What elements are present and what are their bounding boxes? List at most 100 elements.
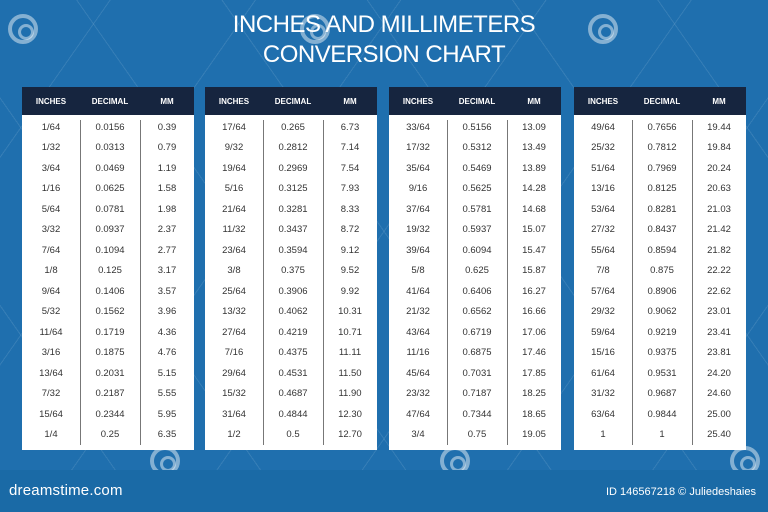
decimal-cell: 0.4375 <box>278 347 308 359</box>
mm-cell: 3.17 <box>157 265 177 277</box>
table-row: 3/64 0.0469 1.19 <box>22 158 194 179</box>
mm-cell: 15.87 <box>522 265 546 277</box>
table-body: 1/64 0.0156 0.39 1/32 0.0313 0.79 3/64 0.0469 1.… <box>22 117 194 445</box>
inches-cell: 3/32 <box>41 224 61 236</box>
page-title: INCHES AND MILLIMETERS CONVERSION CHART <box>0 10 768 70</box>
title-line-1: INCHES AND MILLIMETERS <box>232 11 536 38</box>
mm-cell: 11.50 <box>338 367 362 379</box>
mm-cell: 20.24 <box>707 162 731 174</box>
decimal-cell: 0.1719 <box>95 326 125 338</box>
mm-cell: 21.82 <box>707 244 731 256</box>
inches-cell: 17/32 <box>406 142 430 154</box>
mm-cell: 21.03 <box>707 203 731 215</box>
table-row: 27/64 0.4219 10.71 <box>205 322 377 343</box>
table-row: 7/64 0.1094 2.77 <box>22 240 194 261</box>
table-row: 1/64 0.0156 0.39 <box>22 117 194 138</box>
decimal-cell: 0.7969 <box>647 162 677 174</box>
table-row: 33/64 0.5156 13.09 <box>389 117 561 138</box>
table-row: 45/64 0.7031 17.85 <box>389 363 561 384</box>
table-row: 25/64 0.3906 9.92 <box>205 281 377 302</box>
inches-cell: 27/32 <box>591 224 615 236</box>
image-credit: ID 146567218 © Juliedeshaies <box>606 486 756 498</box>
mm-cell: 0.79 <box>157 142 177 154</box>
mm-cell: 19.05 <box>522 429 546 441</box>
mm-cell: 24.60 <box>707 388 731 400</box>
inches-cell: 1/64 <box>41 121 61 133</box>
inches-cell: 5/64 <box>41 203 61 215</box>
mm-cell: 17.06 <box>522 326 546 338</box>
decimal-cell: 0.6562 <box>462 306 492 318</box>
inches-cell: 51/64 <box>591 162 615 174</box>
decimal-cell: 0.2812 <box>278 142 308 154</box>
inches-cell: 5/16 <box>224 183 244 195</box>
inches-cell: 1 <box>600 429 606 441</box>
column-header: DECIMAL <box>274 96 312 106</box>
inches-cell: 55/64 <box>591 244 615 256</box>
table-row: 17/32 0.5312 13.49 <box>389 138 561 159</box>
mm-cell: 13.49 <box>522 142 546 154</box>
mm-cell: 19.44 <box>707 121 731 133</box>
decimal-cell: 0.375 <box>281 265 305 277</box>
table-row: 23/64 0.3594 9.12 <box>205 240 377 261</box>
decimal-cell: 0.9062 <box>647 306 677 318</box>
inches-cell: 29/64 <box>222 367 246 379</box>
inches-cell: 1/2 <box>227 429 241 441</box>
mm-cell: 6.73 <box>340 121 360 133</box>
decimal-cell: 0.3906 <box>278 285 308 297</box>
decimal-cell: 0.7031 <box>462 367 492 379</box>
mm-cell: 2.77 <box>157 244 177 256</box>
decimal-cell: 0.6875 <box>462 347 492 359</box>
mm-cell: 1.58 <box>157 183 177 195</box>
table-row: 9/64 0.1406 3.57 <box>22 281 194 302</box>
table-row: 21/32 0.6562 16.66 <box>389 302 561 323</box>
column-header: MM <box>160 96 174 106</box>
table-row: 1/2 0.5 12.70 <box>205 425 377 446</box>
mm-cell: 13.09 <box>522 121 546 133</box>
table-row: 17/64 0.265 6.73 <box>205 117 377 138</box>
table-body: 49/64 0.7656 19.44 25/32 0.7812 19.84 51/64 0.7… <box>574 117 746 445</box>
mm-cell: 12.30 <box>338 408 362 420</box>
table-row: 1/8 0.125 3.17 <box>22 261 194 282</box>
table-header: INCHES DECIMAL MM <box>389 87 561 115</box>
mm-cell: 12.70 <box>338 429 362 441</box>
table-row: 37/64 0.5781 14.68 <box>389 199 561 220</box>
table-row: 41/64 0.6406 16.27 <box>389 281 561 302</box>
table-row: 3/16 0.1875 4.76 <box>22 343 194 364</box>
inches-cell: 11/64 <box>39 326 63 338</box>
table-row: 25/32 0.7812 19.84 <box>574 138 746 159</box>
table-row: 3/8 0.375 9.52 <box>205 261 377 282</box>
decimal-cell: 0.8437 <box>647 224 677 236</box>
decimal-cell: 0.0937 <box>95 224 125 236</box>
decimal-cell: 0.1094 <box>95 244 125 256</box>
decimal-cell: 0.25 <box>100 429 120 441</box>
table-row: 5/64 0.0781 1.98 <box>22 199 194 220</box>
watermark-swirl-icon <box>588 14 618 44</box>
table-body: 17/64 0.265 6.73 9/32 0.2812 7.14 19/64 0.2969 7… <box>205 117 377 445</box>
watermark-swirl-icon <box>8 14 38 44</box>
mm-cell: 25.00 <box>707 408 731 420</box>
inches-cell: 1/16 <box>41 183 61 195</box>
inches-cell: 3/8 <box>227 265 241 277</box>
mm-cell: 19.84 <box>707 142 731 154</box>
mm-cell: 8.33 <box>340 203 360 215</box>
table-row: 11/64 0.1719 4.36 <box>22 322 194 343</box>
inches-cell: 49/64 <box>591 121 615 133</box>
mm-cell: 23.41 <box>707 326 731 338</box>
mm-cell: 14.28 <box>522 183 546 195</box>
inches-cell: 25/32 <box>591 142 615 154</box>
table-row: 49/64 0.7656 19.44 <box>574 117 746 138</box>
decimal-cell: 0.6406 <box>462 285 492 297</box>
decimal-cell: 0.3594 <box>278 244 308 256</box>
mm-cell: 13.89 <box>522 162 546 174</box>
inches-cell: 23/32 <box>406 388 430 400</box>
column-header: INCHES <box>218 96 250 106</box>
table-row: 19/64 0.2969 7.54 <box>205 158 377 179</box>
table-row: 31/32 0.9687 24.60 <box>574 384 746 405</box>
inches-cell: 1/4 <box>44 429 58 441</box>
decimal-cell: 0.5312 <box>462 142 492 154</box>
table-row: 15/32 0.4687 11.90 <box>205 384 377 405</box>
decimal-cell: 0.125 <box>98 265 122 277</box>
decimal-cell: 0.0156 <box>95 121 125 133</box>
table-row: 23/32 0.7187 18.25 <box>389 384 561 405</box>
mm-cell: 17.85 <box>522 367 546 379</box>
